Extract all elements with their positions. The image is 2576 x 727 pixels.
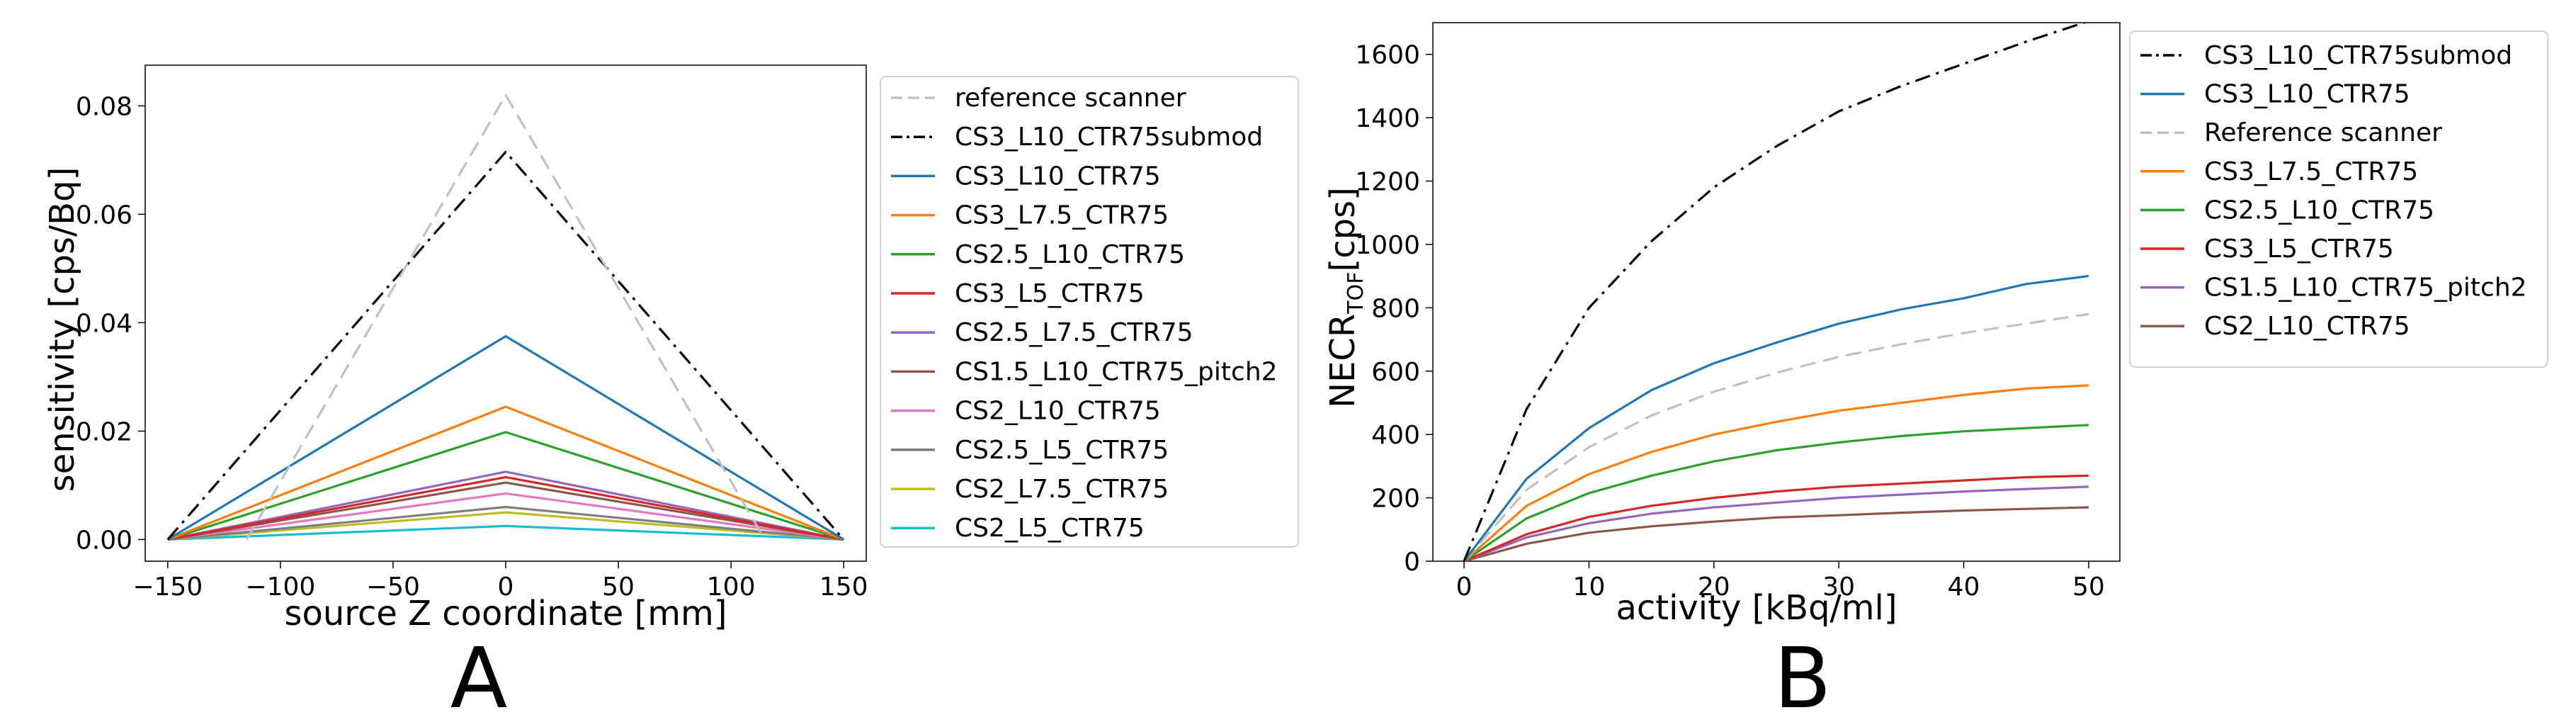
panel-b-plot-frame	[1432, 22, 2121, 562]
panel-b-x-tick-label: 20	[1698, 573, 1730, 602]
panel-b-x-axis-label: activity [kBq/ml]	[1616, 588, 1897, 628]
panel-a-y-tick-label: 0.00	[76, 526, 132, 555]
legend-label: CS2_L10_CTR75	[2204, 312, 2410, 341]
legend-label: Reference scanner	[2204, 118, 2442, 147]
series-line-cs2-l7-5-ctr75	[167, 511, 844, 541]
panel-b-y-ticks: 0 200 400 600 800 1000 1200 1400 1600	[1355, 41, 1433, 577]
panel-a-y-tick-label: 0.08	[76, 92, 132, 121]
series-line-cs2-l10-ctr75	[167, 492, 844, 541]
series-line-cs2-l10-ctr75	[1463, 506, 2089, 561]
series-line-cs3-l10-ctr75submod	[1463, 23, 2088, 561]
legend-label: CS3_L5_CTR75	[2204, 235, 2394, 264]
legend-label: CS3_L10_CTR75submod	[955, 123, 1263, 152]
series-line-reference-scanner	[1463, 312, 2089, 561]
series-line-cs2-5-l5-ctr75	[167, 505, 844, 541]
legend-label: CS3_L7.5_CTR75	[2204, 157, 2418, 186]
panel-b-chart: 0 10 20 30 40 50 0 200 400 600 800 1000 1200 1400 160…	[1323, 22, 2548, 727]
series-line-cs2-5-l10-ctr75	[167, 431, 844, 541]
panel-b-legend-frame	[2129, 30, 2548, 368]
panel-a-series-group	[166, 94, 845, 541]
panel-a-x-tick-label: −100	[245, 573, 315, 602]
series-line-cs2-5-l7-5-ctr75	[167, 470, 844, 541]
panel-b-x-tick-label: 0	[1456, 573, 1473, 602]
panel-b-y-tick-label: 800	[1371, 294, 1420, 323]
panel-b-y-tick-label: 400	[1371, 421, 1420, 450]
panel-b-y-label-main: NECR	[1323, 314, 1363, 408]
series-line-cs1-5-l10-ctr75-pitch2	[167, 481, 844, 541]
legend-label: CS2.5_L7.5_CTR75	[955, 318, 1193, 347]
legend-label: CS3_L10_CTR75	[955, 162, 1161, 191]
legend-label: CS3_L5_CTR75	[955, 279, 1145, 308]
panel-a-y-tick-label: 0.06	[76, 201, 132, 230]
panel-b-y-tick-label: 1400	[1355, 104, 1420, 133]
panel-b-y-tick-label: 1600	[1355, 41, 1420, 70]
legend-label: CS2_L10_CTR75	[955, 397, 1161, 426]
panel-b-series-group	[1463, 23, 2089, 561]
legend-label: CS3_L10_CTR75	[2204, 80, 2410, 109]
panel-b-y-tick-label: 1000	[1355, 231, 1420, 260]
series-line-cs1-5-l10-ctr75-pitch2	[1463, 485, 2089, 561]
series-line-cs3-l10-ctr75	[166, 334, 845, 541]
series-line-cs2-l5-ctr75	[167, 524, 844, 541]
legend-label: CS2_L5_CTR75	[955, 514, 1145, 543]
panel-b-x-tick-label: 50	[2072, 573, 2105, 602]
legend-label: CS1.5_L10_CTR75_pitch2	[955, 357, 1278, 386]
panel-b-x-ticks: 0 10 20 30 40 50	[1456, 561, 2105, 602]
series-line-cs2-5-l10-ctr75	[1463, 424, 2089, 561]
legend-label: reference scanner	[955, 84, 1186, 113]
panel-b-y-tick-label: 600	[1371, 358, 1420, 387]
panel-a-x-tick-label: −50	[366, 573, 420, 602]
panel-a-x-tick-label: 100	[707, 573, 756, 602]
panel-a-y-tick-label: 0.02	[76, 417, 132, 446]
panel-b-legend: CS3_L10_CTR75submod CS3_L10_CTR75 Referenc…	[2140, 41, 2527, 341]
legend-label: CS1.5_L10_CTR75_pitch2	[2204, 274, 2527, 303]
legend-label: CS2.5_L5_CTR75	[955, 436, 1169, 465]
panel-b-y-label-suffix: [cps]	[1323, 187, 1363, 271]
panel-b-label: B	[1774, 629, 1832, 727]
panel-a-y-ticks: 0.00 0.02 0.04 0.06 0.08	[76, 92, 145, 555]
panel-a-x-tick-label: −150	[132, 573, 203, 602]
series-line-cs3-l10-ctr75submod	[166, 150, 845, 541]
panel-a-x-tick-label: 50	[602, 573, 635, 602]
series-line-cs3-l5-ctr75	[1463, 474, 2089, 561]
series-line-cs3-l7-5-ctr75	[167, 405, 844, 541]
panel-b-y-label-subscript: TOF	[1344, 272, 1368, 315]
series-line-cs3-l5-ctr75	[167, 475, 844, 541]
panel-a-chart: −150 −100 −50 0 50 100 150 0.000.020.040.060.0…	[42, 64, 1299, 727]
panel-a-x-ticks: −150 −100 −50 0 50 100 150	[132, 561, 868, 602]
panel-b-y-tick-label: 1200	[1355, 168, 1420, 197]
legend-label: CS2_L7.5_CTR75	[955, 475, 1169, 504]
panel-b-y-tick-label: 200	[1371, 485, 1420, 514]
panel-a-x-axis-label: source Z coordinate [mm]	[284, 594, 727, 633]
panel-b-y-tick-label: 0	[1404, 548, 1420, 577]
panel-b-x-tick-label: 30	[1822, 573, 1855, 602]
panel-b-y-axis-label: NECRTOF[cps]	[1323, 187, 1368, 408]
panel-b-x-tick-label: 40	[1948, 573, 1980, 602]
legend-label: CS2.5_L10_CTR75	[2204, 196, 2434, 225]
panel-a-legend-frame	[880, 76, 1299, 548]
panel-a-legend: reference scanner CS3_L10_CTR75submod CS3_…	[891, 84, 1278, 543]
panel-b-x-tick-label: 10	[1573, 573, 1606, 602]
panel-a-y-axis-label: sensitivity [cps/Bq]	[42, 167, 82, 492]
panel-a-x-tick-label: 150	[819, 573, 868, 602]
legend-label: CS2.5_L10_CTR75	[955, 240, 1185, 269]
panel-a-label: A	[450, 629, 508, 727]
legend-label: CS3_L10_CTR75submod	[2204, 41, 2512, 70]
series-line-cs3-l7-5-ctr75	[1463, 384, 2089, 561]
series-line-cs3-l10-ctr75	[1463, 275, 2089, 561]
panel-a-y-tick-label: 0.04	[76, 309, 132, 338]
series-line-reference-scanner	[245, 94, 766, 541]
legend-label: CS3_L7.5_CTR75	[955, 201, 1169, 230]
panel-a-x-tick-label: 0	[498, 573, 514, 602]
